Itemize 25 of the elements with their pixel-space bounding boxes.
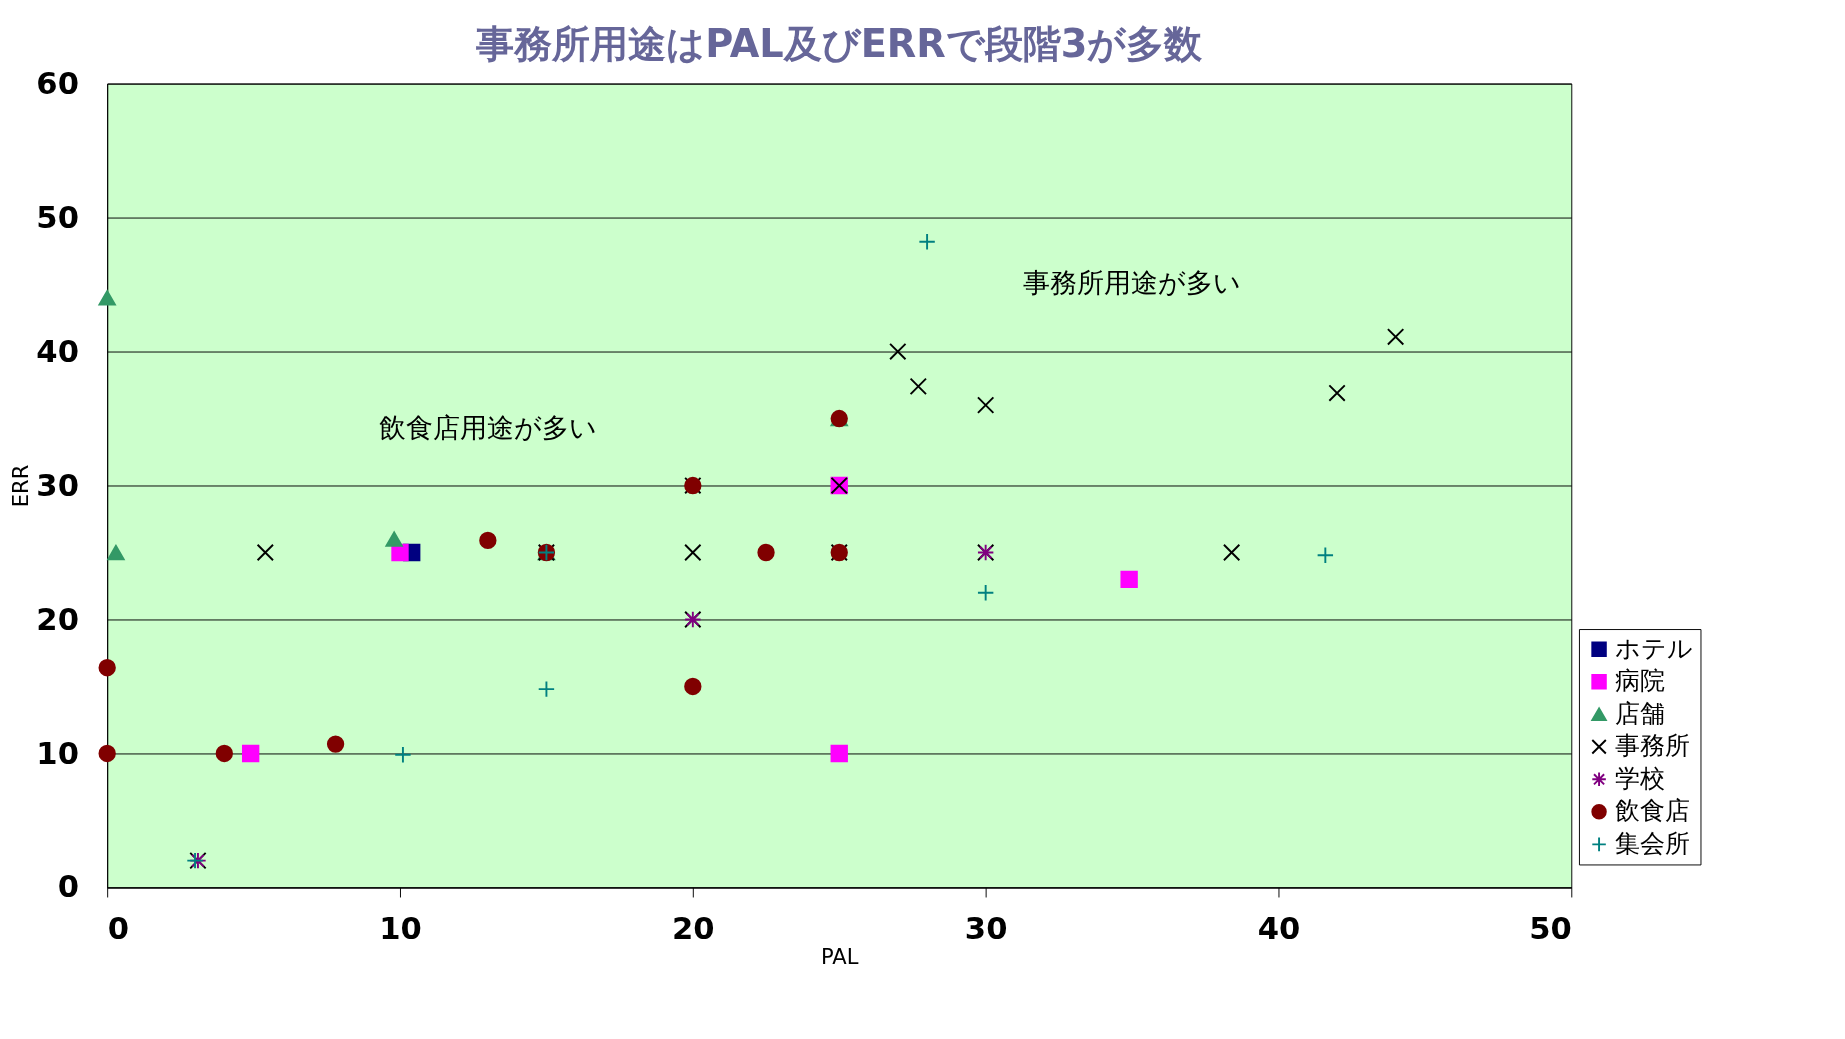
legend-label: ホテル bbox=[1615, 633, 1694, 663]
y-tick-label: 60 bbox=[36, 65, 79, 101]
chart-title: 事務所用途はPAL及びERRで段階3が多数 bbox=[475, 20, 1204, 66]
legend-label: 集会所 bbox=[1615, 829, 1691, 859]
y-tick-label: 0 bbox=[57, 869, 79, 905]
x-tick-label: 40 bbox=[1257, 910, 1301, 946]
y-tick-label: 50 bbox=[36, 199, 79, 235]
legend-label: 病院 bbox=[1615, 666, 1666, 696]
x-tick-label: 10 bbox=[379, 910, 422, 946]
legend-label: 学校 bbox=[1615, 763, 1666, 793]
legend-label: 店舗 bbox=[1615, 698, 1666, 728]
y-axis-title: ERR bbox=[7, 464, 33, 508]
legend-label: 飲食店 bbox=[1615, 796, 1691, 826]
annotation: 事務所用途が多い bbox=[1023, 267, 1242, 299]
x-tick-label: 30 bbox=[964, 910, 1008, 946]
x-axis-title: PAL bbox=[820, 944, 859, 970]
x-tick-label: 20 bbox=[672, 910, 715, 946]
y-tick-label: 10 bbox=[36, 735, 79, 771]
annotation: 飲食店用途が多い bbox=[378, 411, 597, 443]
legend-label: 事務所 bbox=[1615, 731, 1691, 761]
x-tick-label: 0 bbox=[107, 910, 129, 946]
y-tick-label: 40 bbox=[36, 333, 79, 369]
y-tick-label: 30 bbox=[36, 467, 79, 503]
y-tick-label: 20 bbox=[36, 601, 79, 637]
x-tick-label: 50 bbox=[1529, 910, 1572, 946]
